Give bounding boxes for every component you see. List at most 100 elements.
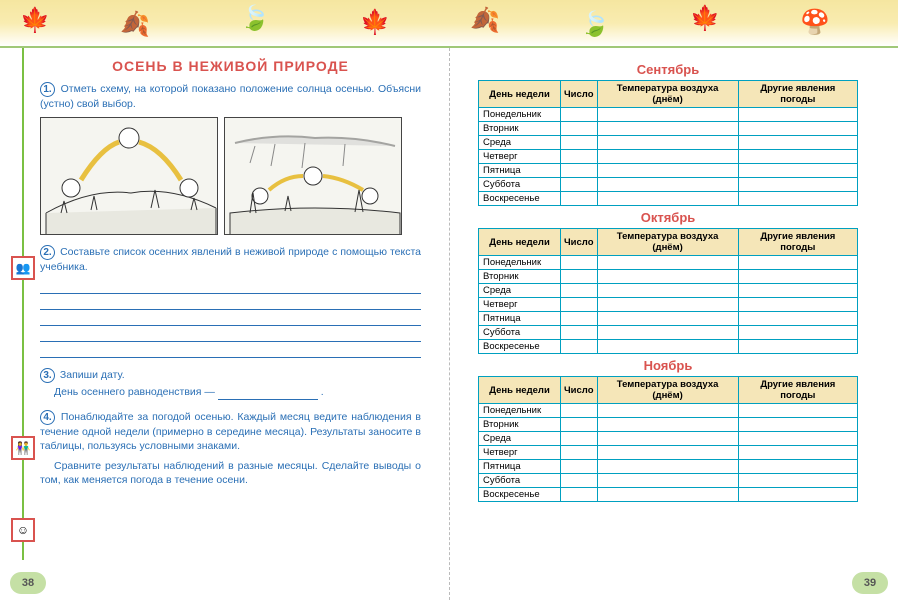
cell[interactable] [561,340,598,354]
day-cell: Среда [479,136,561,150]
cell[interactable] [738,474,857,488]
cell[interactable] [561,404,598,418]
cell[interactable] [561,270,598,284]
cell[interactable] [597,298,738,312]
month-title: Ноябрь [478,358,858,373]
cell[interactable] [561,108,598,122]
cell[interactable] [561,298,598,312]
day-cell: Пятница [479,460,561,474]
table-row: Пятница [479,312,858,326]
cell[interactable] [738,164,857,178]
table-header-row: День недели Число Температура воздуха (д… [479,377,858,404]
col-temp: Температура воздуха (днём) [597,81,738,108]
cell[interactable] [561,178,598,192]
cell[interactable] [597,136,738,150]
cell[interactable] [738,326,857,340]
weather-table-october: День недели Число Температура воздуха (д… [478,228,858,354]
write-line[interactable] [40,328,421,342]
cell[interactable] [561,474,598,488]
sun-diagram-high[interactable] [40,117,218,235]
cell[interactable] [561,256,598,270]
cell[interactable] [738,150,857,164]
table-row: Воскресенье [479,340,858,354]
margin-face-icon: ☺ [11,518,35,542]
cell[interactable] [738,178,857,192]
cell[interactable] [597,404,738,418]
col-day: День недели [479,81,561,108]
table-row: Среда [479,284,858,298]
leaf-icon: 🍂 [120,10,150,39]
cell[interactable] [738,432,857,446]
cell[interactable] [561,460,598,474]
cell[interactable] [597,122,738,136]
col-other: Другие явления погоды [738,377,857,404]
cell[interactable] [738,340,857,354]
cell[interactable] [738,488,857,502]
task-4: 4. Понаблюдайте за погодой осенью. Кажды… [40,410,421,453]
cell[interactable] [561,192,598,206]
cell[interactable] [738,298,857,312]
write-line[interactable] [40,280,421,294]
cell[interactable] [597,164,738,178]
write-line[interactable] [40,344,421,358]
day-cell: Понедельник [479,256,561,270]
cell[interactable] [597,108,738,122]
cell[interactable] [597,340,738,354]
cell[interactable] [597,178,738,192]
cell[interactable] [561,446,598,460]
cell[interactable] [561,418,598,432]
cell[interactable] [738,122,857,136]
cell[interactable] [561,150,598,164]
cell[interactable] [738,192,857,206]
date-blank[interactable] [218,389,318,400]
cell[interactable] [738,136,857,150]
cell[interactable] [738,312,857,326]
day-cell: Суббота [479,178,561,192]
cell[interactable] [738,270,857,284]
cell[interactable] [561,122,598,136]
write-line[interactable] [40,296,421,310]
cell[interactable] [561,136,598,150]
cell[interactable] [597,192,738,206]
cell[interactable] [597,474,738,488]
cell[interactable] [738,256,857,270]
cell[interactable] [597,270,738,284]
weather-table-november: День недели Число Температура воздуха (д… [478,376,858,502]
table-row: Понедельник [479,404,858,418]
table-row: Четверг [479,446,858,460]
cell[interactable] [597,432,738,446]
cell[interactable] [561,326,598,340]
day-cell: Суббота [479,326,561,340]
cell[interactable] [561,432,598,446]
cell[interactable] [597,326,738,340]
cell[interactable] [738,460,857,474]
cell[interactable] [738,108,857,122]
cell[interactable] [597,312,738,326]
cell[interactable] [597,150,738,164]
sun-diagram-low[interactable] [224,117,402,235]
cell[interactable] [597,284,738,298]
col-day: День недели [479,229,561,256]
cell[interactable] [561,164,598,178]
margin-kids-icon: 👫 [11,436,35,460]
write-line[interactable] [40,312,421,326]
table-row: Понедельник [479,108,858,122]
cell[interactable] [738,446,857,460]
cell[interactable] [597,488,738,502]
day-cell: Четверг [479,150,561,164]
cell[interactable] [597,460,738,474]
day-cell: Понедельник [479,404,561,418]
cell[interactable] [597,418,738,432]
table-row: Вторник [479,270,858,284]
cell[interactable] [597,446,738,460]
cell[interactable] [738,418,857,432]
cell[interactable] [561,284,598,298]
cell[interactable] [561,312,598,326]
task-text: Составьте список осенних явлений в нежив… [40,246,421,273]
cell[interactable] [738,284,857,298]
table-row: Суббота [479,326,858,340]
cell[interactable] [561,488,598,502]
col-other: Другие явления погоды [738,229,857,256]
cell[interactable] [597,256,738,270]
cell[interactable] [738,404,857,418]
